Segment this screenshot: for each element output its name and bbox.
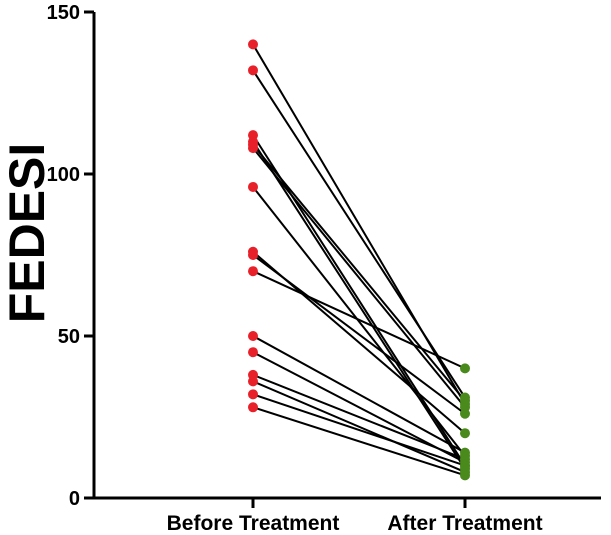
pair-line: [252, 69, 466, 399]
axes: [92, 12, 601, 500]
before-point: [248, 39, 258, 50]
y-axis-title: FEDESI: [0, 143, 55, 324]
y-tick-label: 150: [47, 2, 80, 24]
before-point: [248, 402, 258, 413]
before-point: [248, 389, 258, 400]
before-point: [248, 181, 258, 192]
pair-line: [252, 335, 466, 454]
before-point: [248, 143, 258, 154]
before-point: [248, 376, 258, 387]
after-point: [460, 363, 470, 374]
pair-line: [252, 351, 466, 464]
pair-line: [252, 141, 466, 470]
y-tick-label: 50: [58, 326, 80, 348]
x-ticks: Before Treatment After Treatment: [167, 498, 543, 535]
pair-lines: [252, 43, 466, 477]
y-tick-label: 100: [47, 164, 80, 186]
pair-line: [252, 147, 466, 408]
x-category-label: Before Treatment: [167, 512, 340, 535]
pair-line: [252, 406, 466, 477]
before-point: [248, 65, 258, 76]
before-point: [248, 331, 258, 341]
x-category-label: After Treatment: [387, 512, 542, 535]
pair-line: [252, 186, 466, 457]
before-point: [248, 250, 258, 260]
y-ticks: 0 50 100 150: [47, 2, 94, 510]
pair-line: [252, 373, 466, 461]
after-point: [460, 470, 470, 481]
pair-line: [252, 393, 466, 467]
y-tick-label: 0: [69, 488, 80, 510]
before-point: [248, 266, 258, 277]
after-point: [460, 428, 470, 439]
after-point: [460, 408, 470, 419]
points: [248, 39, 470, 481]
after-point: [460, 460, 470, 471]
pair-line: [252, 270, 466, 370]
pair-line: [252, 254, 466, 415]
pair-line: [252, 144, 466, 402]
before-point: [248, 347, 258, 358]
pair-line: [252, 380, 466, 473]
